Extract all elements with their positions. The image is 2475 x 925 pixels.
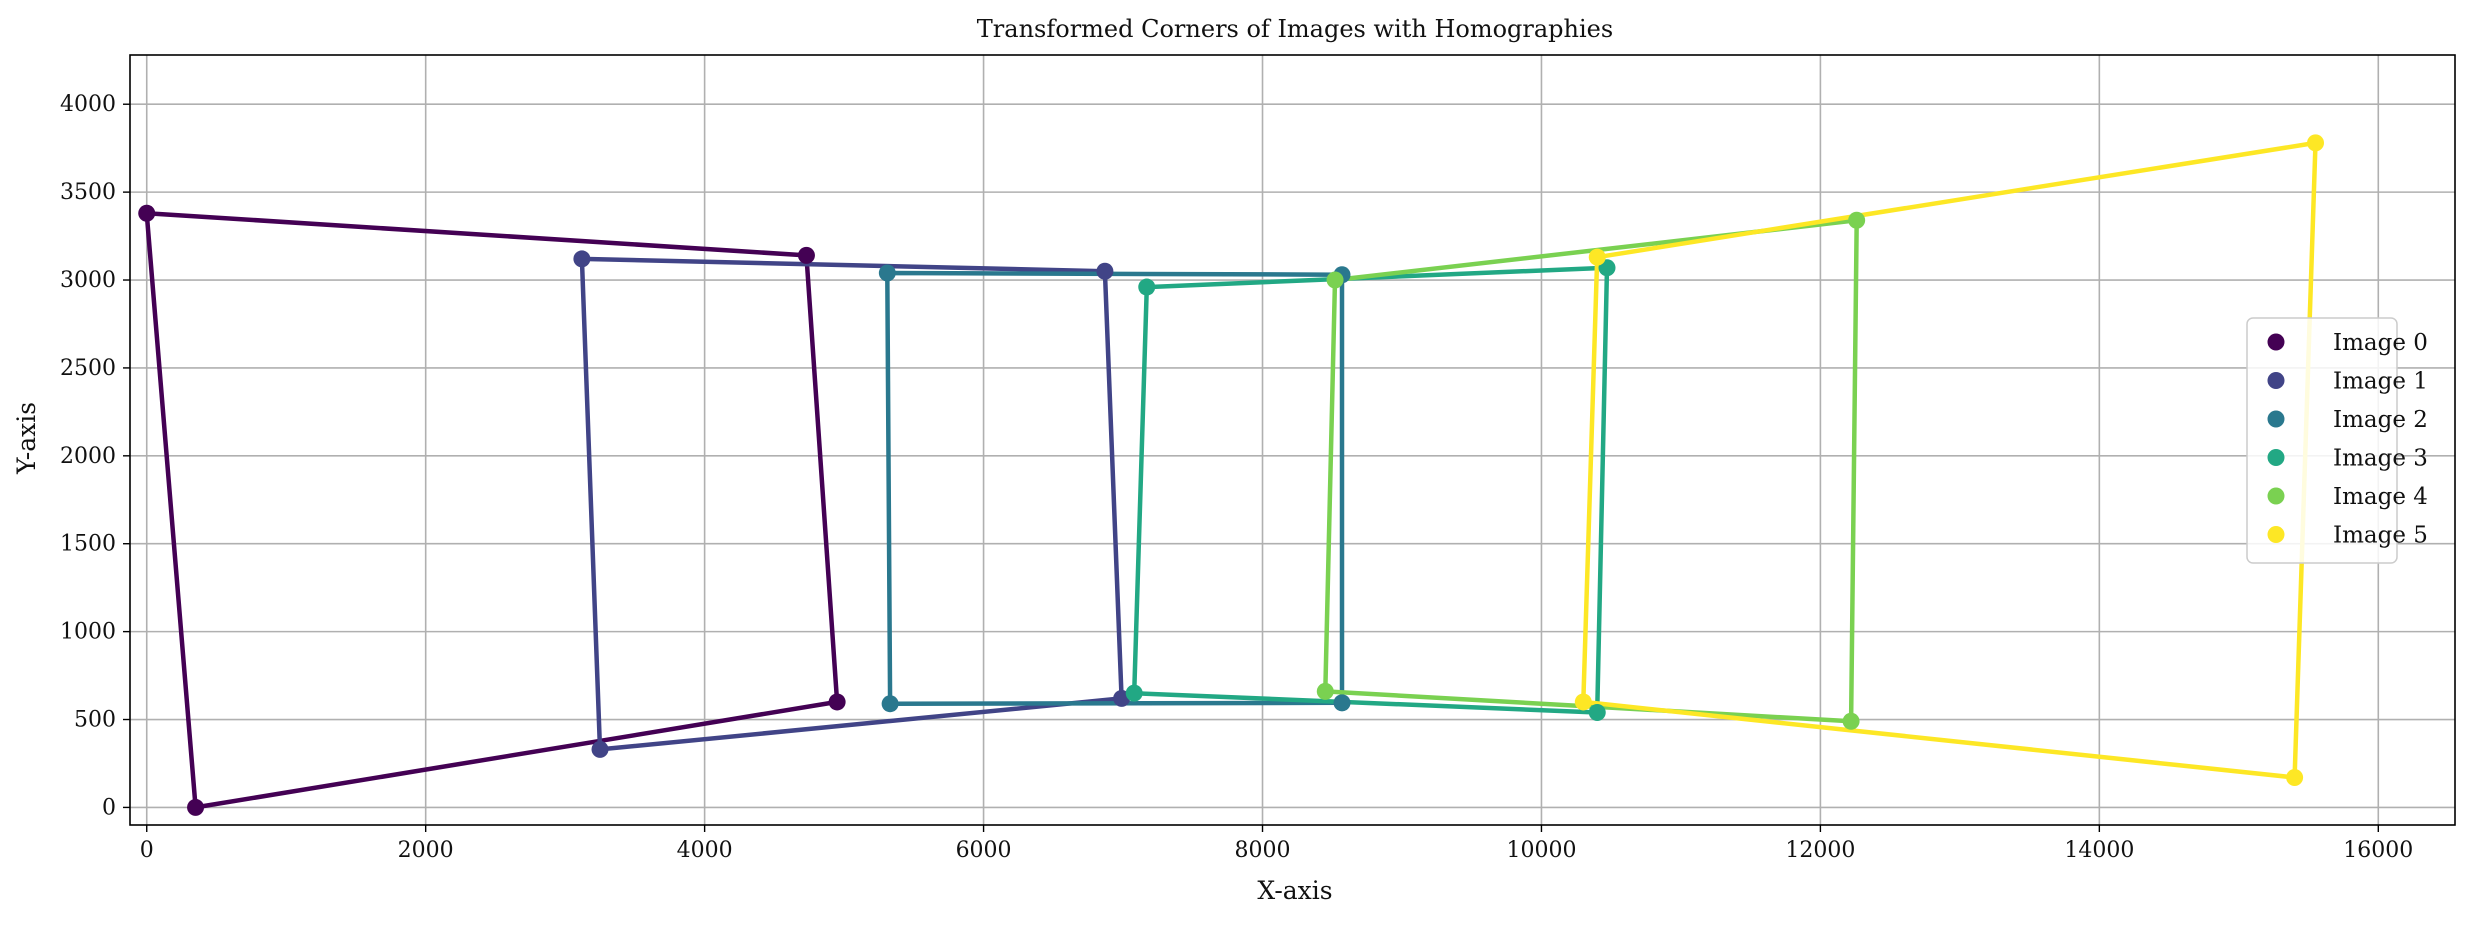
grid (130, 55, 2455, 825)
legend-marker-image-5 (2267, 526, 2285, 543)
x-tick-label: 10000 (1506, 838, 1576, 863)
y-tick-label: 3000 (60, 268, 116, 293)
x-tick-label: 16000 (2343, 838, 2413, 863)
point-image-2 (881, 695, 899, 713)
series-points (138, 134, 2325, 816)
point-image-4 (1842, 712, 1860, 730)
legend-label-image-0: Image 0 (2333, 330, 2428, 356)
point-image-3 (1588, 703, 1606, 721)
x-tick-label: 4000 (677, 838, 733, 863)
legend-marker-image-0 (2267, 333, 2285, 351)
x-axis-ticks: 0 2000 4000 6000 8000 10000 12000 14000 16000 (140, 825, 2413, 863)
legend: Image 0 Image 1 Image 2 Image 3 Image 4 Image… (2246, 317, 2428, 564)
legend-label-image-5: Image 5 (2333, 523, 2428, 549)
point-image-4 (1326, 271, 1344, 289)
y-axis-ticks: 0 500 1000 1500 2000 2500 3000 3500 4000 (60, 92, 130, 820)
point-image-5 (2286, 769, 2304, 787)
series-outline-image-3 (1131, 265, 1610, 715)
point-image-2 (878, 264, 896, 282)
y-tick-label: 1500 (60, 532, 116, 557)
legend-label-image-1: Image 1 (2333, 369, 2428, 395)
legend-label-image-4: Image 4 (2333, 484, 2428, 510)
series-lines (144, 140, 2318, 810)
y-tick-label: 3500 (60, 180, 116, 205)
legend-box (2246, 317, 2398, 564)
x-tick-label: 14000 (2064, 838, 2134, 863)
series-outline-image-0 (144, 210, 840, 810)
point-image-4 (1316, 682, 1334, 700)
legend-label-image-2: Image 2 (2333, 407, 2428, 433)
point-image-4 (1848, 211, 1866, 229)
point-image-1 (573, 250, 591, 268)
y-tick-label: 0 (102, 795, 116, 820)
legend-marker-image-2 (2267, 410, 2285, 428)
x-tick-label: 2000 (398, 838, 454, 863)
legend-label-image-3: Image 3 (2333, 446, 2428, 472)
point-image-3 (1125, 684, 1143, 702)
legend-marker-image-4 (2267, 487, 2285, 505)
legend-marker-image-1 (2267, 372, 2285, 389)
x-tick-label: 12000 (1785, 838, 1855, 863)
x-tick-label: 8000 (1235, 838, 1291, 863)
y-tick-label: 1000 (60, 620, 116, 645)
point-image-1 (591, 740, 609, 758)
plot-frame (129, 54, 2456, 826)
point-image-5 (1588, 248, 1606, 266)
series-outline-image-1 (579, 256, 1124, 752)
point-image-0 (187, 798, 205, 816)
y-tick-label: 500 (74, 708, 116, 733)
chart-title: Transformed Corners of Images with Homog… (977, 15, 1613, 43)
point-image-0 (797, 246, 815, 264)
point-image-3 (1138, 278, 1156, 296)
x-tick-label: 0 (140, 838, 154, 863)
y-tick-label: 2500 (60, 356, 116, 381)
x-axis-label: X-axis (1257, 876, 1332, 905)
point-image-0 (138, 204, 156, 222)
point-image-1 (1096, 262, 1114, 280)
y-tick-label: 4000 (60, 92, 116, 117)
legend-marker-image-3 (2267, 449, 2285, 466)
point-image-5 (1574, 693, 1592, 711)
point-image-5 (2307, 134, 2325, 152)
x-tick-label: 6000 (956, 838, 1012, 863)
point-image-2 (1333, 694, 1351, 712)
y-tick-label: 2000 (60, 444, 116, 469)
y-axis-label: Y-axis (12, 402, 41, 475)
point-image-0 (828, 693, 846, 711)
